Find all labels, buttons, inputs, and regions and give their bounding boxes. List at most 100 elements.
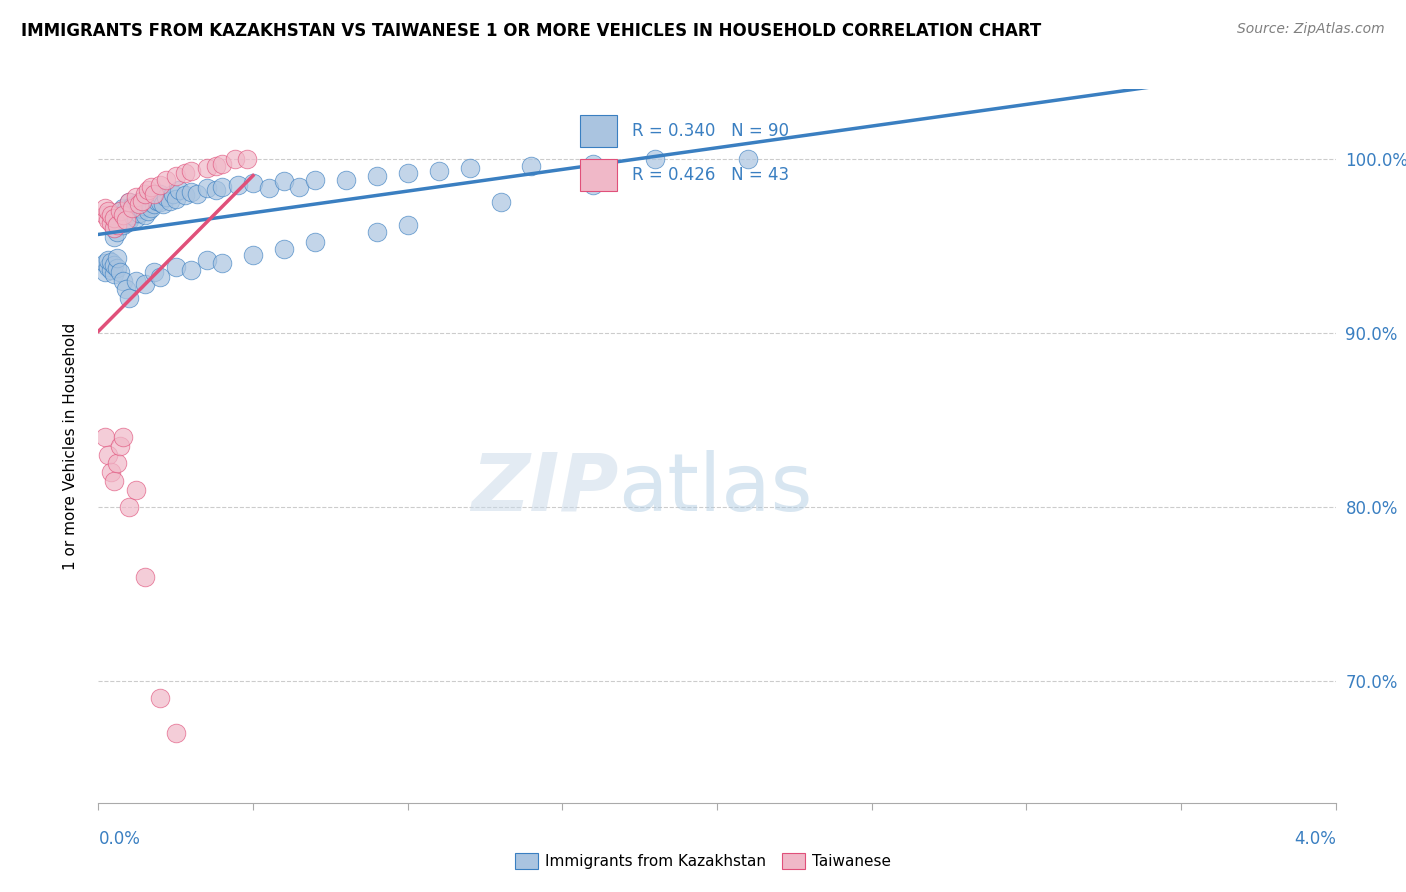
Point	[152, 197, 174, 211]
Point	[136, 183, 159, 197]
Point	[93, 207, 115, 221]
Point	[226, 178, 249, 192]
Point	[108, 204, 131, 219]
Point	[195, 161, 218, 175]
Point	[124, 190, 146, 204]
Point	[236, 152, 259, 166]
Point	[211, 179, 233, 194]
Point	[100, 263, 122, 277]
Text: atlas: atlas	[619, 450, 813, 528]
Point	[118, 291, 141, 305]
Point	[128, 195, 150, 210]
Point	[97, 260, 120, 274]
Point	[124, 483, 146, 497]
Point	[195, 252, 218, 267]
Point	[174, 188, 197, 202]
Point	[115, 212, 138, 227]
Point	[134, 186, 156, 201]
Point	[118, 195, 141, 210]
Point	[124, 211, 146, 225]
Point	[100, 207, 122, 221]
Point	[112, 430, 135, 444]
Point	[159, 194, 181, 208]
Point	[97, 448, 120, 462]
Point	[149, 178, 172, 192]
Point	[211, 157, 233, 171]
Point	[105, 218, 128, 232]
Point	[139, 179, 162, 194]
Point	[288, 179, 311, 194]
Point	[257, 181, 280, 195]
Point	[167, 183, 190, 197]
Point	[155, 190, 177, 204]
Point	[134, 569, 156, 583]
Point	[115, 202, 138, 217]
Point	[458, 161, 481, 175]
Point	[108, 265, 131, 279]
Point	[105, 261, 128, 276]
Point	[103, 221, 125, 235]
Point	[118, 500, 141, 514]
Point	[97, 252, 120, 267]
Point	[186, 186, 208, 201]
Point	[103, 221, 125, 235]
Point	[242, 176, 264, 190]
Point	[149, 691, 172, 706]
Point	[139, 201, 162, 215]
Point	[304, 172, 326, 186]
Point	[124, 274, 146, 288]
Point	[180, 185, 202, 199]
Point	[105, 216, 128, 230]
Point	[143, 197, 166, 211]
Point	[93, 265, 115, 279]
Point	[112, 218, 135, 232]
Point	[195, 181, 218, 195]
Point	[242, 247, 264, 261]
Point	[131, 194, 153, 208]
Point	[366, 225, 388, 239]
Point	[149, 186, 172, 201]
Point	[134, 207, 156, 221]
Point	[136, 195, 159, 210]
Point	[93, 430, 115, 444]
Point	[118, 204, 141, 219]
Point	[93, 201, 115, 215]
Point	[146, 194, 169, 208]
Point	[644, 152, 666, 166]
Text: 0.0%: 0.0%	[98, 830, 141, 847]
Point	[174, 166, 197, 180]
Point	[108, 204, 131, 219]
Point	[112, 274, 135, 288]
Point	[115, 216, 138, 230]
Text: 4.0%: 4.0%	[1294, 830, 1336, 847]
Point	[366, 169, 388, 184]
Point	[108, 207, 131, 221]
Point	[180, 263, 202, 277]
Point	[105, 225, 128, 239]
Point	[273, 243, 295, 257]
Point	[112, 207, 135, 221]
Point	[108, 212, 131, 227]
Point	[108, 439, 131, 453]
Point	[134, 199, 156, 213]
Point	[97, 212, 120, 227]
Point	[165, 726, 187, 740]
Point	[128, 197, 150, 211]
Point	[131, 194, 153, 208]
Legend: Immigrants from Kazakhstan, Taiwanese: Immigrants from Kazakhstan, Taiwanese	[509, 847, 897, 875]
Point	[304, 235, 326, 250]
Point	[100, 465, 122, 479]
Point	[121, 207, 143, 221]
Point	[93, 256, 115, 270]
Point	[205, 183, 228, 197]
Text: Source: ZipAtlas.com: Source: ZipAtlas.com	[1237, 22, 1385, 37]
Text: ZIP: ZIP	[471, 450, 619, 528]
Point	[112, 201, 135, 215]
Point	[105, 251, 128, 265]
Point	[97, 204, 120, 219]
Point	[103, 230, 125, 244]
Point	[105, 457, 128, 471]
Point	[131, 202, 153, 217]
Point	[143, 186, 166, 201]
Point	[103, 258, 125, 272]
